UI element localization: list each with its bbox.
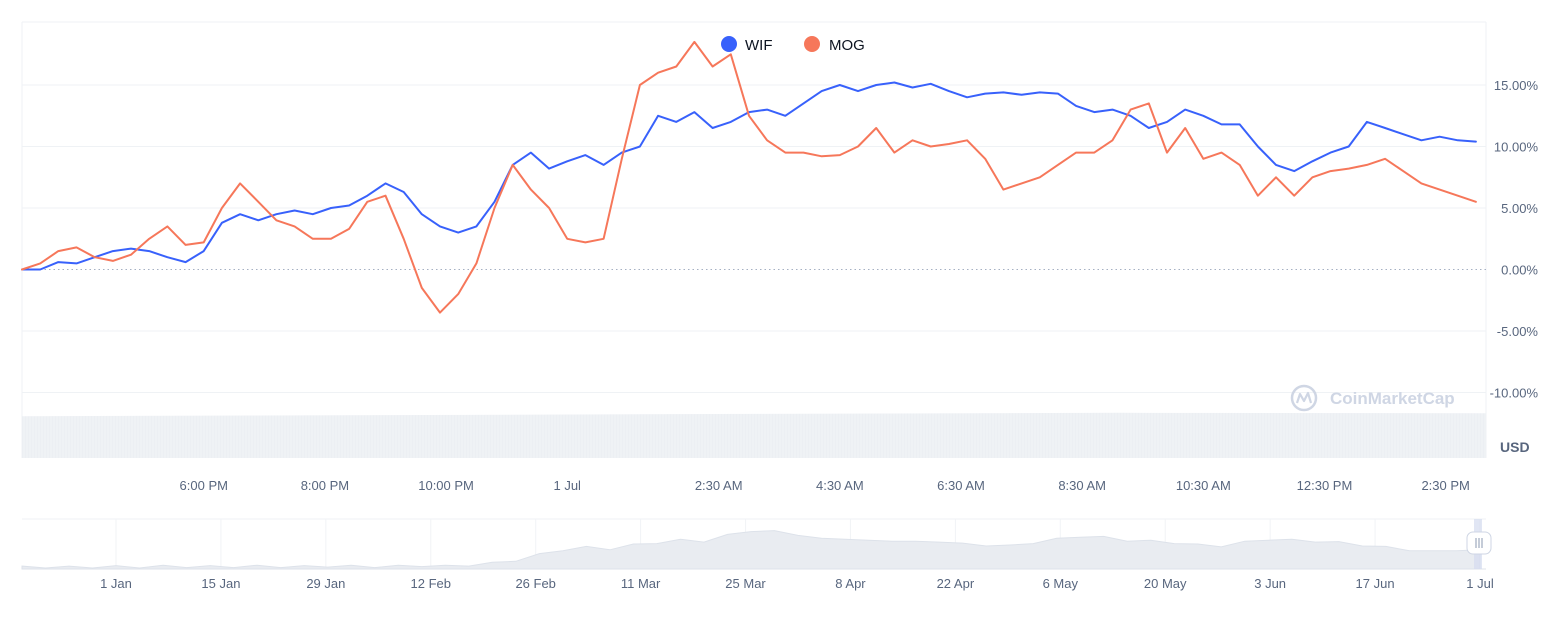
legend-marker-wif — [721, 36, 737, 52]
grid-lines — [22, 84, 1486, 393]
x-tick-label: 2:30 AM — [695, 478, 743, 493]
navigator-tick-label: 25 Mar — [725, 576, 766, 591]
y-tick-label: -5.00% — [1497, 324, 1539, 339]
navigator-tick-label: 15 Jan — [201, 576, 240, 591]
navigator-tick-label: 29 Jan — [306, 576, 345, 591]
legend-marker-mog — [804, 36, 820, 52]
navigator-tick-label: 8 Apr — [835, 576, 866, 591]
legend-label-mog: MOG — [829, 37, 865, 54]
x-tick-label: 6:00 PM — [180, 478, 228, 493]
y-tick-label: 5.00% — [1501, 201, 1538, 216]
navigator-tick-label: 11 Mar — [621, 576, 661, 591]
currency-label: USD — [1500, 439, 1530, 455]
x-tick-label: 6:30 AM — [937, 478, 985, 493]
series-lines — [21, 40, 1477, 314]
volume-area-fill — [22, 412, 1486, 458]
legend: WIF MOG — [721, 36, 865, 54]
navigator-ticks: 1 Jan 15 Jan 29 Jan 12 Feb 26 Feb 11 Mar 25 Ma… — [100, 576, 1494, 591]
navigator-tick-label: 22 Apr — [937, 576, 975, 591]
range-navigator[interactable]: 1 Jan 15 Jan 29 Jan 12 Feb 26 Feb 11 Mar 25 Ma… — [21, 518, 1494, 591]
coinmarketcap-logo-icon — [1290, 384, 1318, 412]
x-axis-ticks: 6:00 PM 8:00 PM 10:00 PM 1 Jul 2:30 AM 4:30 A… — [180, 478, 1470, 493]
navigator-tick-label: 1 Jan — [100, 576, 132, 591]
series-line-wif[interactable] — [21, 81, 1477, 271]
navigator-tick-label: 17 Jun — [1356, 576, 1395, 591]
x-tick-label: 4:30 AM — [816, 478, 864, 493]
navigator-tick-label: 3 Jun — [1254, 576, 1286, 591]
x-tick-label: 8:00 PM — [301, 478, 349, 493]
watermark-text: CoinMarketCap — [1330, 389, 1455, 408]
legend-item-mog[interactable]: MOG — [804, 36, 865, 54]
coinmarketcap-watermark: CoinMarketCap — [1290, 384, 1455, 412]
series-line-mog[interactable] — [21, 40, 1477, 314]
y-tick-label: 10.00% — [1494, 140, 1539, 155]
navigator-area-fill — [21, 530, 1481, 570]
navigator-handle-icon[interactable] — [1466, 531, 1492, 555]
navigator-area — [21, 530, 1481, 570]
navigator-tick-label: 26 Feb — [515, 576, 555, 591]
x-tick-label: 12:30 PM — [1297, 478, 1353, 493]
y-tick-label: 15.00% — [1494, 78, 1539, 93]
navigator-tick-label: 12 Feb — [411, 576, 451, 591]
x-tick-label: 10:00 PM — [418, 478, 474, 493]
navigator-tick-label: 6 May — [1043, 576, 1079, 591]
x-tick-label: 8:30 AM — [1058, 478, 1106, 493]
x-tick-label: 10:30 AM — [1176, 478, 1231, 493]
legend-label-wif: WIF — [745, 37, 773, 54]
x-tick-label: 1 Jul — [553, 478, 581, 493]
y-tick-label: -10.00% — [1490, 386, 1539, 401]
navigator-tick-label: 20 May — [1144, 576, 1187, 591]
volume-area — [22, 398, 1486, 458]
legend-item-wif[interactable]: WIF — [721, 36, 773, 54]
x-tick-label: 2:30 PM — [1421, 478, 1469, 493]
y-tick-label: 0.00% — [1501, 263, 1538, 278]
navigator-tick-label: 1 Jul — [1466, 576, 1494, 591]
y-axis-ticks: 15.00% 10.00% 5.00% 0.00% -5.00% -10.00% — [1490, 78, 1539, 401]
